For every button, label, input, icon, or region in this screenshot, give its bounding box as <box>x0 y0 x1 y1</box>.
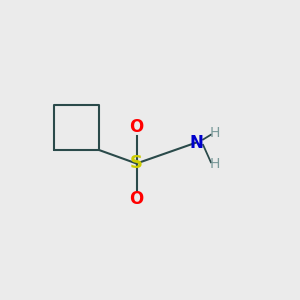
Text: O: O <box>129 118 144 136</box>
Text: H: H <box>209 157 220 170</box>
Text: N: N <box>190 134 203 152</box>
Text: O: O <box>129 190 144 208</box>
Text: S: S <box>130 154 143 172</box>
Text: H: H <box>209 127 220 140</box>
